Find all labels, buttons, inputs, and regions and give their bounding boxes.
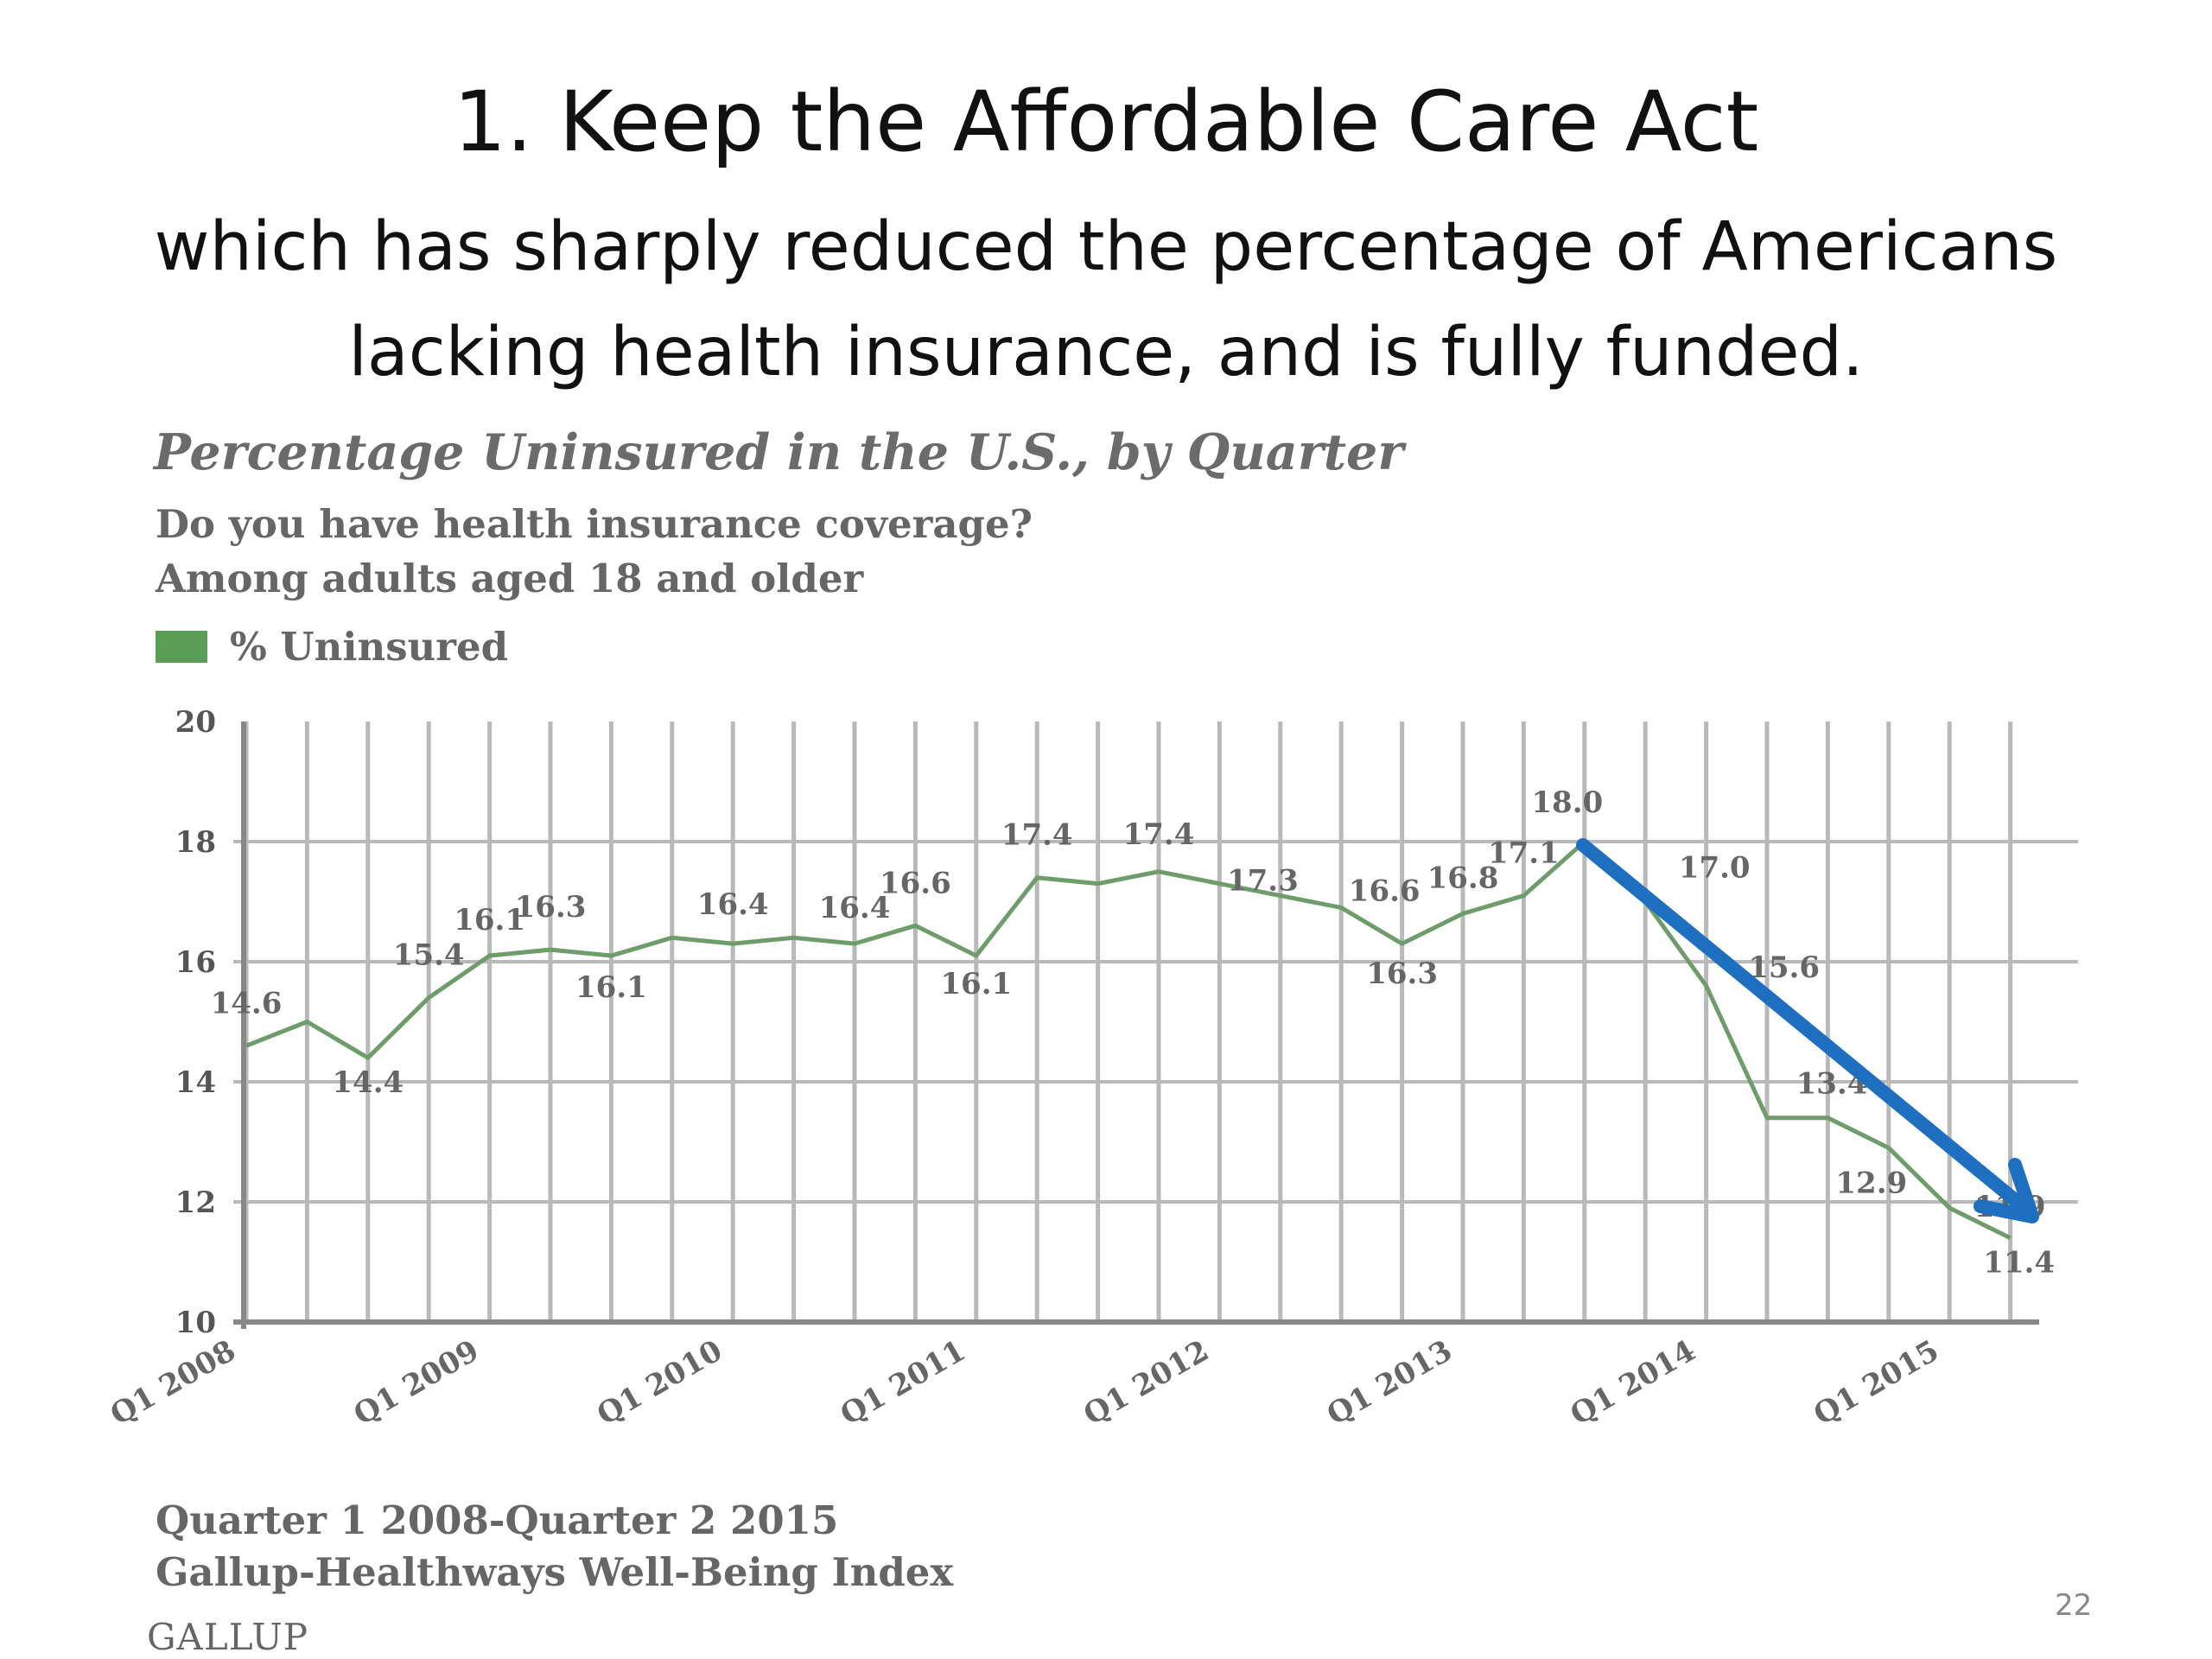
series-line-uninsured: [245, 839, 2012, 1240]
x-tick-label: Q1 2014: [1565, 1333, 1701, 1433]
x-tick-label: Q1 2008: [105, 1333, 241, 1433]
legend-swatch: [156, 631, 207, 663]
grid: [233, 721, 2078, 1329]
gallup-logo: GALLUP: [147, 1616, 309, 1658]
legend-label: % Uninsured: [230, 624, 509, 670]
y-tick-label: 12: [175, 1185, 216, 1220]
x-axis: Q1 2008 Q1 2009 Q1 2010 Q1 2011 Q1 2012 Q1 20…: [105, 1333, 1945, 1433]
chart-population: Among adults aged 18 and older: [156, 556, 864, 601]
chart-footer-period: Quarter 1 2008-Quarter 2 2015: [156, 1497, 839, 1543]
data-label: 16.4: [819, 891, 891, 925]
x-tick-label: Q1 2012: [1078, 1333, 1215, 1433]
series-line: [245, 839, 2012, 1240]
data-label: 16.3: [1366, 957, 1438, 991]
chart-question: Do you have health insurance coverage?: [156, 501, 1033, 547]
data-label: 16.6: [1349, 874, 1421, 908]
chart-footer-source: Gallup-Healthways Well-Being Index: [156, 1549, 954, 1595]
slide-subtitle: which has sharply reduced the percentage…: [0, 194, 2212, 405]
slide-subtitle-line-1: which has sharply reduced the percentage…: [154, 208, 2058, 286]
x-tick-label: Q1 2011: [835, 1333, 971, 1433]
chart-title: Percentage Uninsured in the U.S., by Qua…: [154, 423, 1404, 481]
data-label: 14.6: [211, 986, 283, 1020]
y-tick-label: 10: [175, 1306, 216, 1340]
data-label: 14.4: [332, 1065, 404, 1100]
data-label: 17.4: [1001, 818, 1073, 853]
data-label: 16.1: [454, 903, 525, 938]
x-tick-label: Q1 2015: [1808, 1333, 1944, 1433]
data-label: 15.6: [1748, 950, 1820, 985]
trend-arrow: [1576, 838, 2039, 1224]
slide-subtitle-line-2: lacking health insurance, and is fully f…: [348, 314, 1864, 391]
y-axis: 10 12 14 16 18 20: [175, 705, 216, 1340]
y-tick-label: 18: [175, 825, 216, 860]
slide-title: 1. Keep the Affordable Care Act: [453, 73, 1759, 170]
x-tick-label: Q1 2009: [348, 1333, 485, 1433]
data-label: 17.4: [1123, 817, 1195, 852]
data-label: 18.0: [1531, 785, 1603, 820]
data-label: 11.4: [1983, 1246, 2055, 1281]
data-label: 16.8: [1427, 861, 1499, 895]
data-label: 17.1: [1488, 836, 1560, 871]
data-labels: 14.614.415.416.116.316.116.4 16.416.616.1…: [211, 785, 2055, 1281]
trend-arrow-shaft: [1576, 838, 2036, 1218]
x-tick-label: Q1 2010: [591, 1333, 728, 1433]
data-label: 17.0: [1679, 851, 1751, 886]
y-tick-label: 16: [175, 945, 216, 980]
data-label: 16.6: [880, 866, 951, 900]
y-tick-label: 20: [175, 705, 216, 740]
trend-arrow-head: [1974, 1158, 2039, 1224]
data-label: 16.3: [515, 890, 587, 925]
y-tick-label: 14: [175, 1065, 216, 1100]
data-label: 16.1: [940, 967, 1012, 1001]
page-number: 22: [2055, 1588, 2093, 1623]
x-tick-label: Q1 2013: [1321, 1333, 1458, 1433]
legend: % Uninsured: [156, 624, 508, 670]
data-label: 16.4: [697, 887, 769, 922]
data-label: 17.3: [1227, 864, 1299, 899]
data-label: 12.9: [1835, 1166, 1907, 1200]
data-label: 15.4: [393, 938, 465, 973]
data-label: 16.1: [575, 970, 647, 1005]
